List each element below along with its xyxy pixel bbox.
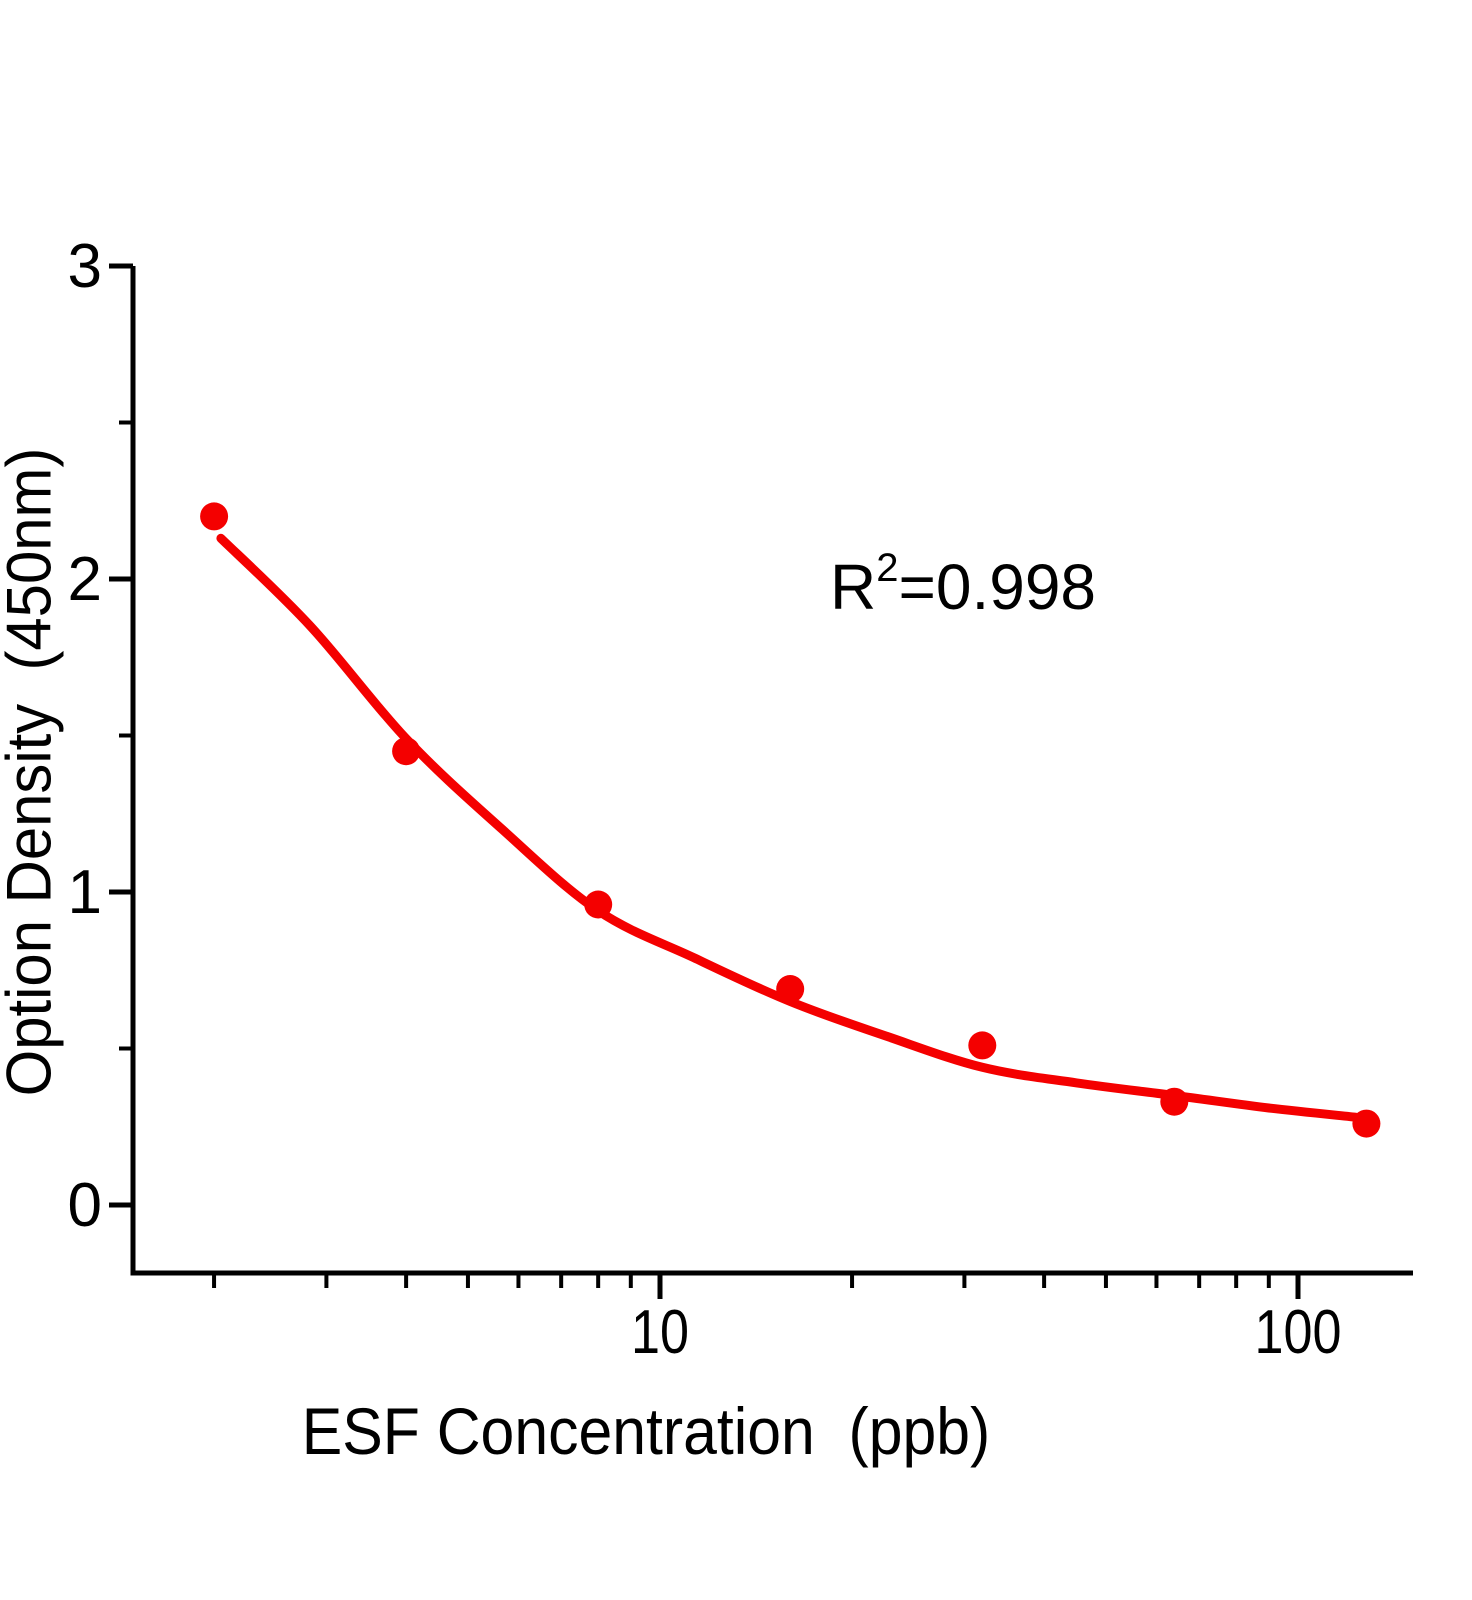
axis-spines bbox=[130, 266, 1413, 1276]
annotation-superscript: 2 bbox=[876, 546, 899, 590]
x-tick-label: 100 bbox=[1255, 1298, 1342, 1367]
data-point bbox=[776, 975, 805, 1003]
x-tick-label: 10 bbox=[631, 1298, 689, 1367]
data-point bbox=[584, 890, 613, 919]
annotation-value: =0.998 bbox=[898, 551, 1096, 623]
annotation-base: R bbox=[830, 551, 877, 623]
fit-curve bbox=[216, 533, 1363, 1122]
y-tick-label: 3 bbox=[68, 232, 102, 301]
y-tick-label: 2 bbox=[68, 545, 102, 614]
data-point bbox=[392, 737, 421, 766]
x-axis-title: ESF Concentration (ppb) bbox=[301, 1394, 991, 1468]
r-squared-annotation: R2=0.998 bbox=[830, 548, 1096, 619]
y-axis-title: Option Density (450nm) bbox=[0, 447, 65, 1097]
y-tick-label: 1 bbox=[68, 858, 102, 927]
data-point bbox=[200, 502, 229, 531]
y-tick-label: 0 bbox=[68, 1171, 102, 1240]
data-point bbox=[1160, 1087, 1189, 1116]
data-point bbox=[968, 1031, 997, 1060]
data-point bbox=[1352, 1109, 1381, 1138]
